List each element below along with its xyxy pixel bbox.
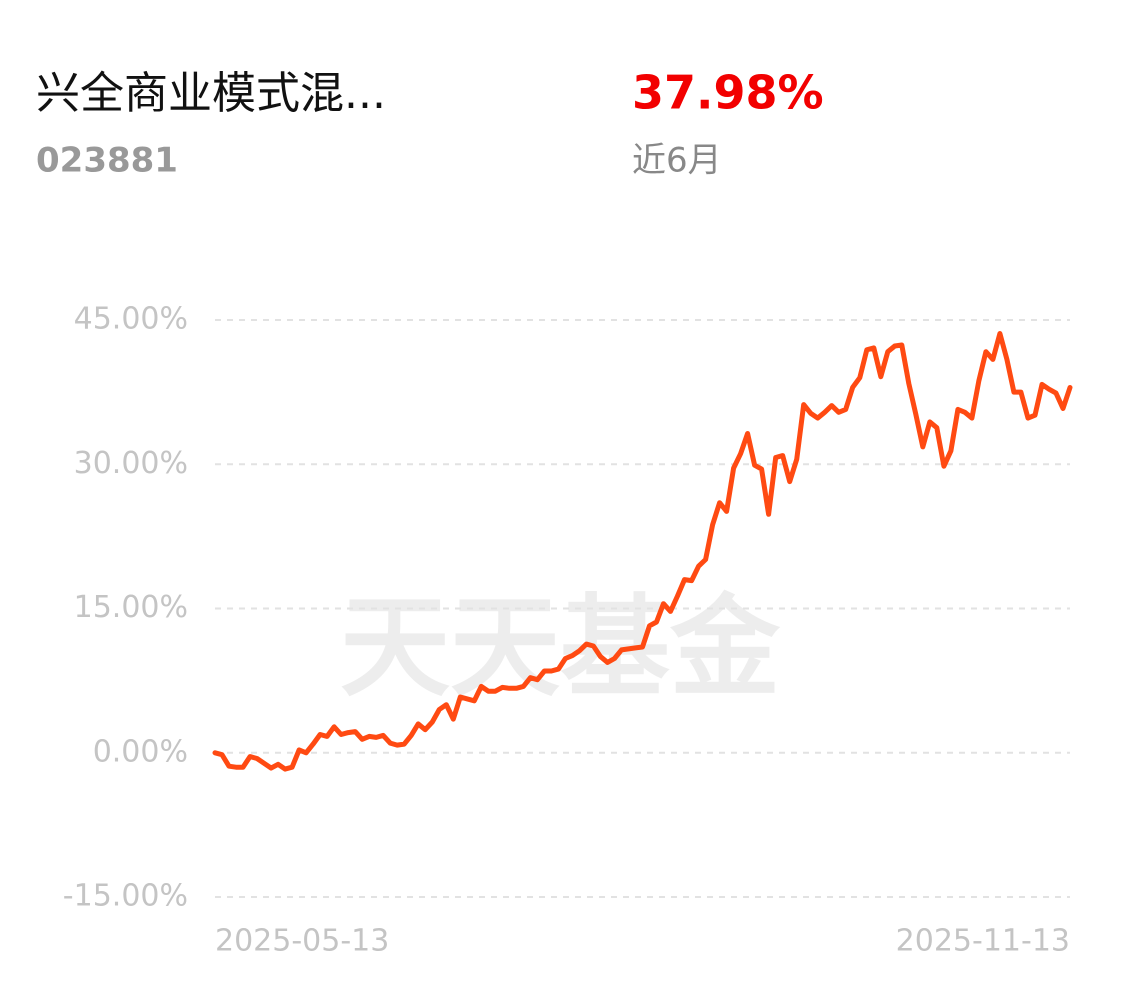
y-tick-label: 45.00% [74, 302, 188, 337]
fund-code: 023881 [36, 141, 178, 181]
y-tick-label: 30.00% [74, 446, 188, 481]
period-label: 近6月 [632, 141, 722, 181]
y-tick-label: 0.00% [93, 734, 188, 769]
x-tick-label: 2025-11-13 [896, 924, 1070, 959]
x-tick-label: 2025-05-13 [215, 924, 389, 959]
line [212, 331, 1073, 772]
y-tick-label: -15.00% [63, 879, 188, 914]
watermark: 天天基金 [340, 583, 781, 711]
return-value: 37.98% [632, 66, 824, 120]
y-tick-label: 15.00% [74, 590, 188, 625]
fund-name: 兴全商业模式混... [36, 68, 386, 119]
